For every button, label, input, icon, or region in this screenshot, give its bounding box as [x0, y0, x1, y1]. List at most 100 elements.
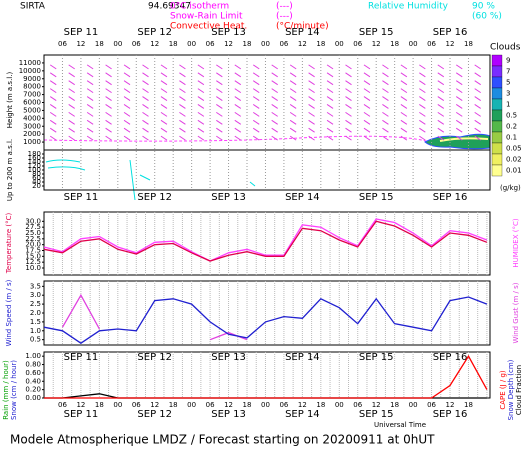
- wind-arrow: [308, 64, 315, 70]
- x-tick-label: 18: [95, 40, 104, 48]
- wind-arrow: [326, 72, 334, 78]
- wind-arrow: [363, 64, 371, 70]
- wind-arrow: [160, 111, 168, 117]
- wind-arrow: [86, 72, 94, 78]
- y-tick-label: 180: [28, 150, 41, 158]
- wind-arrow: [123, 135, 131, 141]
- y-tick-label: 20.0: [25, 241, 41, 249]
- wind-arrow: [105, 96, 112, 101]
- wind-arrow: [216, 80, 223, 86]
- wind-arrow: [197, 72, 205, 78]
- wind-arrow: [455, 88, 463, 94]
- wind-arrow: [160, 96, 168, 101]
- snow-rain-key: (---): [276, 12, 293, 22]
- wind-arrow: [234, 111, 242, 117]
- y-tick-label: 5000: [23, 106, 41, 114]
- wind-arrow: [382, 135, 389, 141]
- wind-arrow: [49, 119, 57, 125]
- wind-arrow: [419, 64, 426, 70]
- rh-high: 90 %: [472, 2, 495, 12]
- day-label: SEP 16: [433, 192, 468, 203]
- wind-arrow: [252, 111, 260, 117]
- wind-arrow: [68, 64, 75, 70]
- wind-arrow: [437, 96, 445, 101]
- wind-arrow: [455, 135, 463, 141]
- colorbar-cell: [491, 109, 503, 122]
- wind-arrow: [326, 135, 334, 141]
- wind-arrow: [160, 127, 168, 133]
- wind-arrow: [142, 96, 149, 101]
- x-tick-label: 18: [243, 401, 252, 409]
- rh-low: (60 %): [472, 12, 502, 22]
- undefined: Up to 200 m a.s.l.: [6, 139, 14, 201]
- wind-arrow: [86, 111, 94, 117]
- colorbar-label: 3: [506, 90, 510, 98]
- y-tick-label: 1.0: [30, 327, 41, 335]
- wind-arrow: [363, 72, 371, 78]
- y-tick-label: 2000: [23, 130, 41, 138]
- wind-arrow: [289, 80, 297, 86]
- y-tick-label: 120: [28, 162, 41, 170]
- day-label: SEP 16: [433, 27, 468, 38]
- wind-arrow: [179, 127, 186, 133]
- x-tick-label: 18: [243, 40, 252, 48]
- wind-arrow: [86, 88, 94, 94]
- wind-arrow: [252, 88, 260, 94]
- wind-arrow: [363, 80, 371, 86]
- wind-arrow: [345, 88, 352, 94]
- wind-arrow: [474, 127, 481, 133]
- wind-arrow: [49, 96, 57, 101]
- wind-arrow: [123, 88, 131, 94]
- wind-arrow: [400, 96, 408, 101]
- wind-arrow: [271, 104, 278, 109]
- wind-arrow: [345, 104, 352, 109]
- day-label: SEP 12: [137, 352, 172, 363]
- y-tick-label: 25.0: [25, 229, 41, 237]
- wind-arrow: [216, 96, 223, 101]
- undefined: Snow Depth (cm): [507, 359, 515, 420]
- day-label: SEP 15: [359, 352, 394, 363]
- wind-arrow: [363, 135, 371, 141]
- series-line: [43, 296, 488, 344]
- isotherm-line: [43, 135, 431, 143]
- wind-arrow: [437, 104, 445, 109]
- x-tick-label: 18: [464, 401, 473, 409]
- wind-arrow: [289, 72, 297, 78]
- wind-arrow: [308, 111, 315, 117]
- wind-arrow: [382, 64, 389, 70]
- y-tick-label: 1.5: [30, 318, 41, 326]
- wind-arrow: [216, 119, 223, 125]
- wind-arrow: [105, 88, 112, 94]
- y-tick-label: 20: [32, 182, 41, 190]
- wind-arrow: [68, 135, 75, 141]
- day-label: SEP 11: [64, 409, 99, 420]
- day-label: SEP 16: [433, 352, 468, 363]
- wind-arrow: [363, 119, 371, 125]
- wind-arrow: [216, 127, 223, 133]
- y-tick-label: 0.00: [25, 394, 41, 402]
- day-label: SEP 13: [211, 352, 246, 363]
- x-tick-label: 00: [261, 401, 270, 409]
- wind-arrow: [197, 104, 205, 109]
- footer: Modele Atmospherique LMDZ / Forecast sta…: [10, 433, 435, 447]
- wind-arrow: [363, 96, 371, 101]
- y-tick-label: 0.20: [25, 386, 41, 394]
- undefined: Height (m a.s.l.): [6, 72, 14, 129]
- isotherm-label: 0°C isotherm: [170, 2, 229, 12]
- x-tick-label: 12: [150, 40, 159, 48]
- wind-arrow: [197, 80, 205, 86]
- wind-arrow: [455, 111, 463, 117]
- wind-arrow: [123, 104, 131, 109]
- wind-arrow: [437, 111, 445, 117]
- wind-arrow: [326, 88, 334, 94]
- wind-arrow: [252, 64, 260, 70]
- wind-arrow: [345, 111, 352, 117]
- wind-arrow: [289, 64, 297, 70]
- x-tick-label: 18: [169, 40, 178, 48]
- y-tick-label: 22.5: [25, 235, 41, 243]
- colorbar-label: 0.5: [506, 112, 517, 120]
- wind-arrow: [419, 127, 426, 133]
- wind-arrow: [142, 104, 149, 109]
- y-tick-label: 80: [32, 170, 41, 178]
